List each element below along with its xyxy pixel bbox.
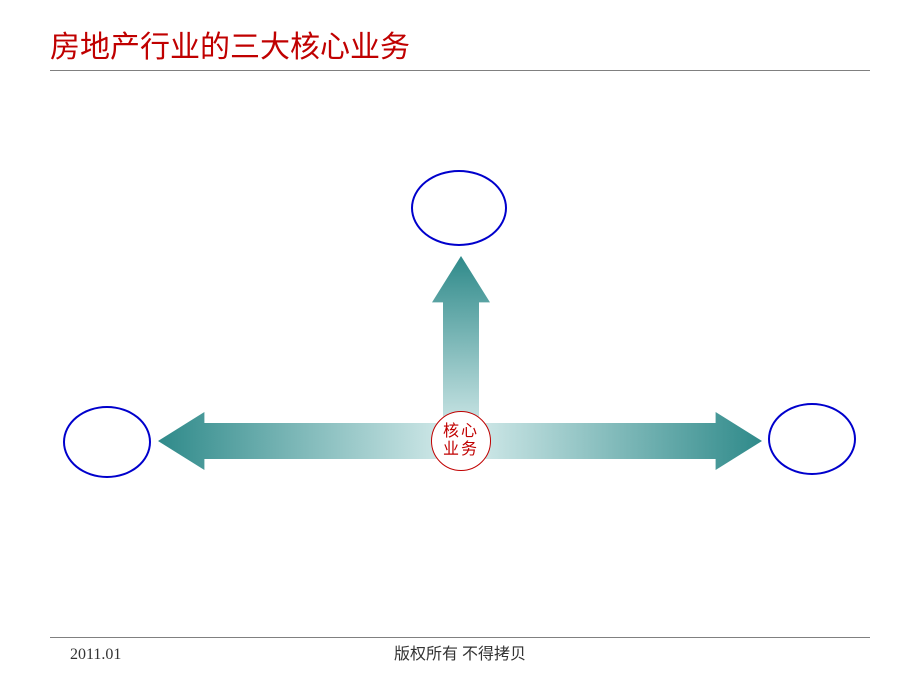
footer-date: 2011.01 bbox=[70, 646, 121, 664]
center-text-line2: 业务 bbox=[443, 441, 479, 459]
diagram-container: 核心 业务 bbox=[0, 90, 920, 610]
ellipse-left bbox=[63, 406, 151, 478]
ellipse-top bbox=[411, 170, 507, 246]
center-circle: 核心 业务 bbox=[431, 411, 491, 471]
title-underline bbox=[50, 70, 870, 71]
footer-copyright: 版权所有 不得拷贝 bbox=[394, 640, 526, 664]
slide-title: 房地产行业的三大核心业务 bbox=[50, 22, 410, 66]
footer-line bbox=[50, 637, 870, 638]
center-text-line1: 核心 bbox=[443, 423, 479, 441]
ellipse-right bbox=[768, 403, 856, 475]
